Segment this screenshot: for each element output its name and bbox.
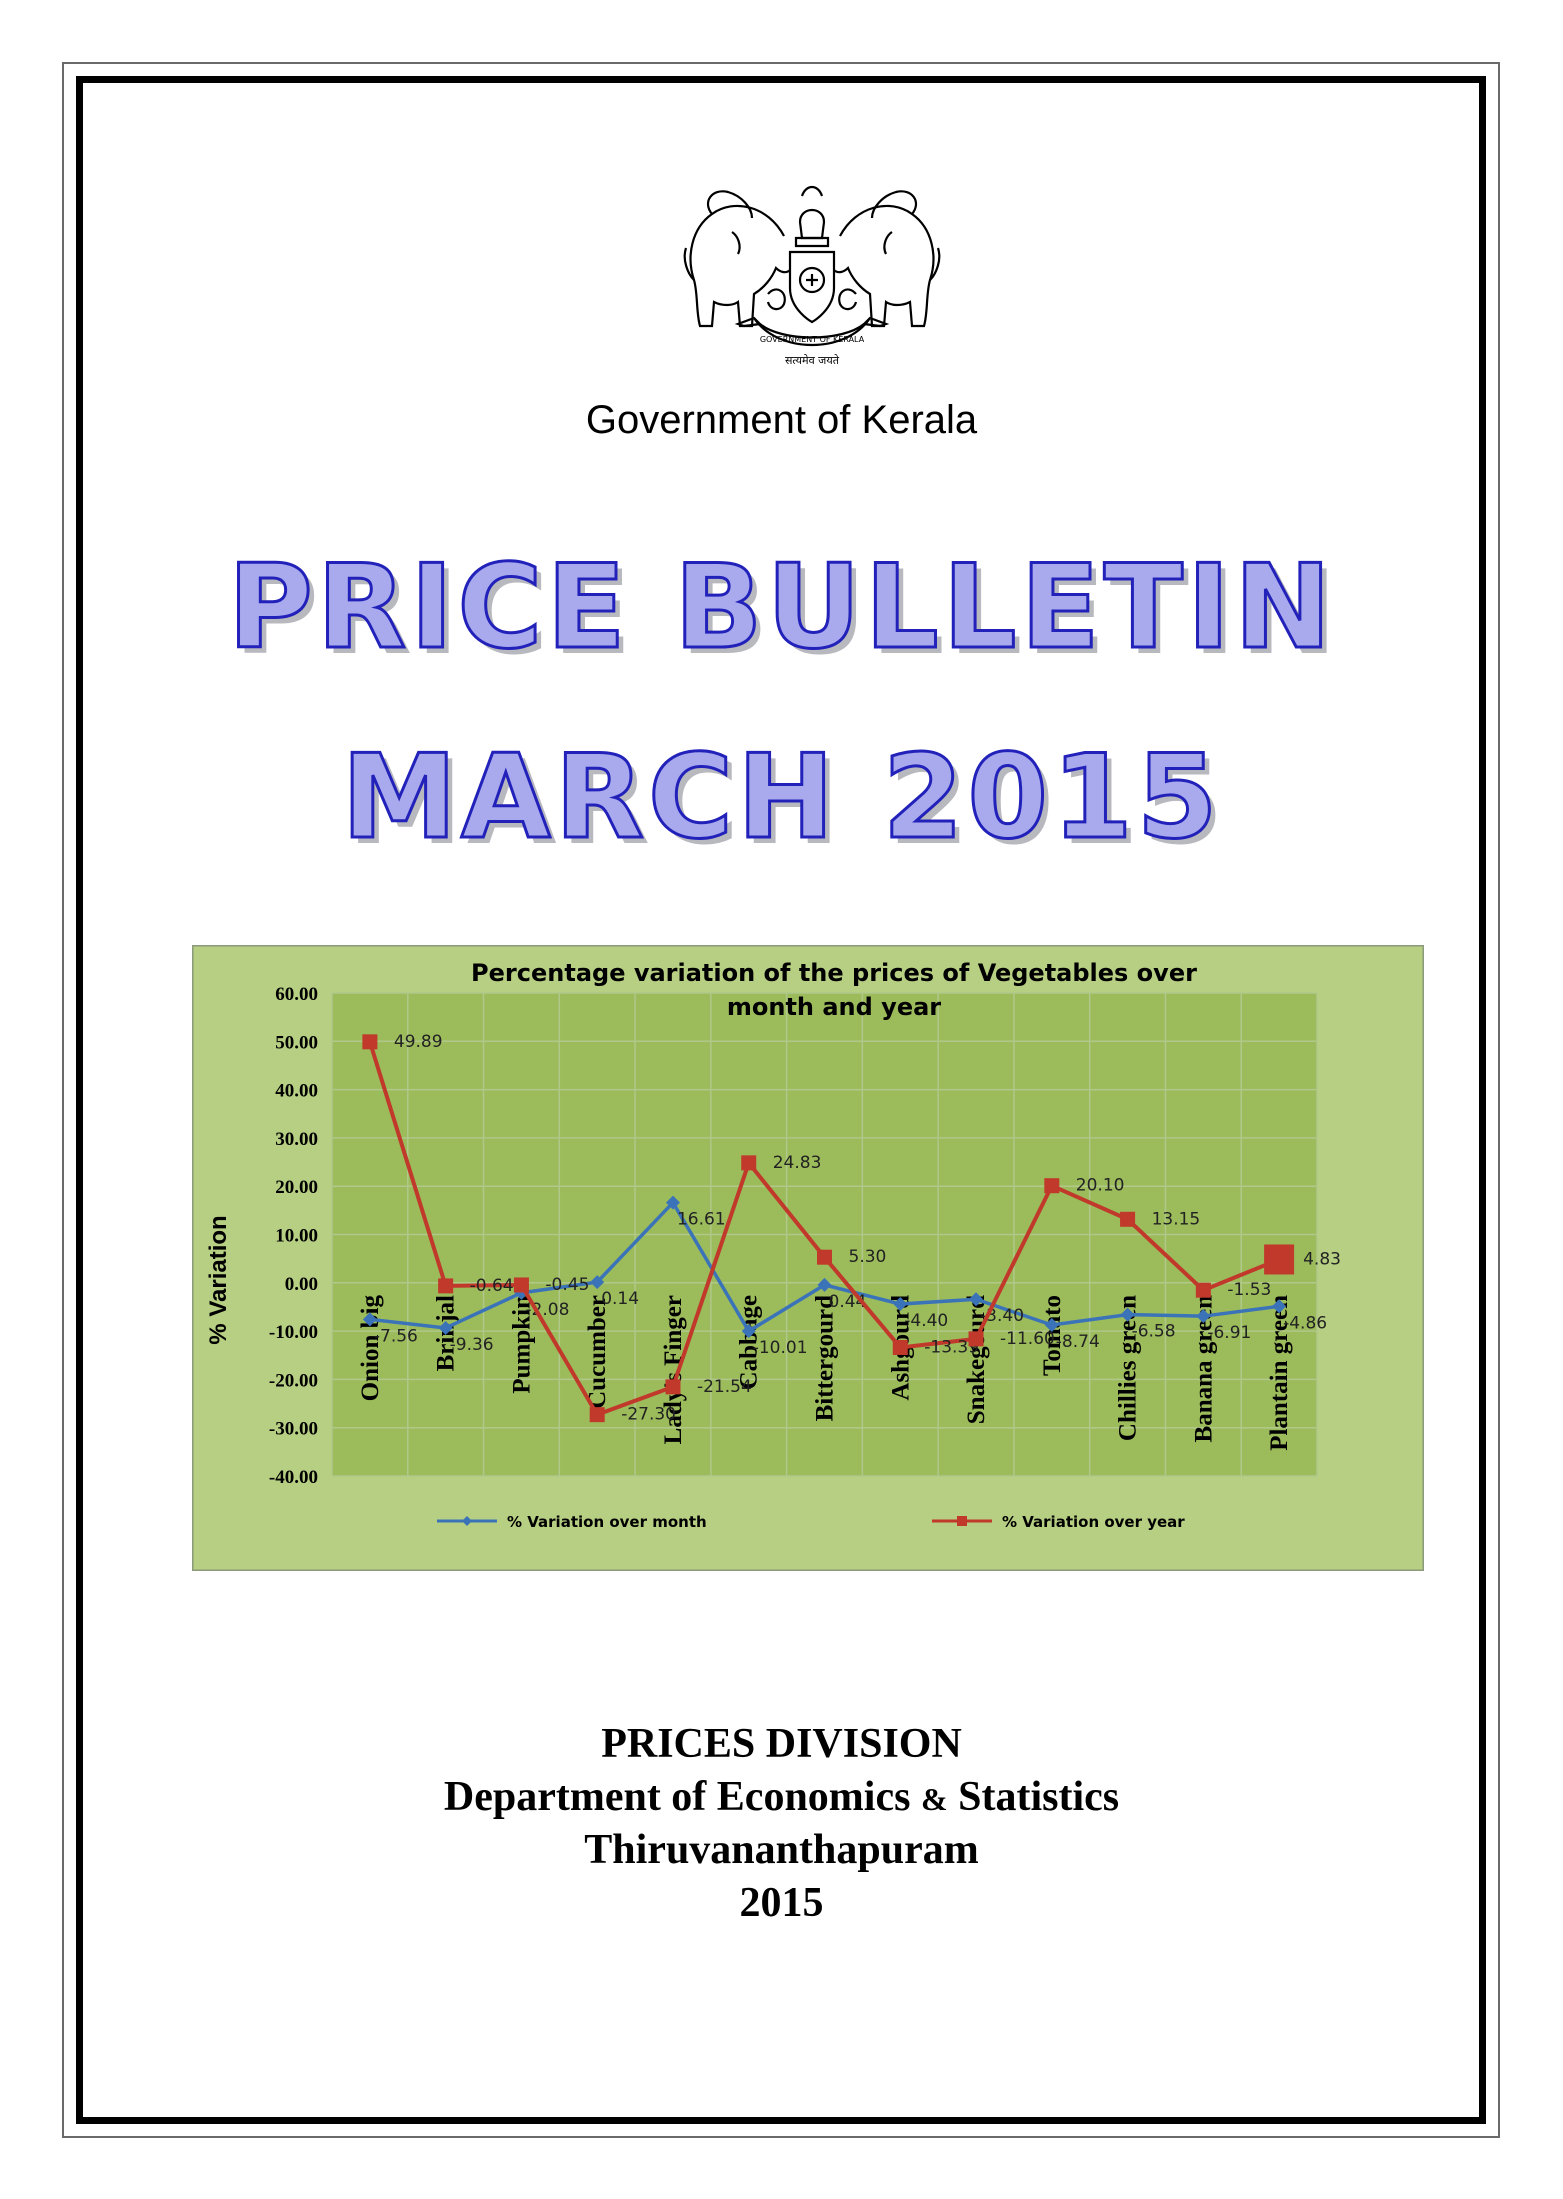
data-label: -4.86: [1283, 1313, 1327, 1333]
data-label: -10.01: [753, 1338, 808, 1358]
chart-title-line-1: Percentage variation of the prices of Ve…: [471, 959, 1197, 987]
year-point: [665, 1379, 681, 1395]
data-label: -0.45: [545, 1275, 589, 1295]
x-tick-label: Plantain green: [1266, 1295, 1293, 1451]
y-tick-label: -30.00: [269, 1419, 318, 1440]
y-tick-label: 50.00: [275, 1032, 318, 1053]
department-ampersand: &: [920, 1781, 948, 1817]
chart-title-line-2: month and year: [727, 993, 941, 1021]
year-point: [1264, 1244, 1295, 1275]
emblem-motto: सत्यमेव जयते: [785, 354, 840, 367]
x-tick-label: Onion big: [357, 1295, 384, 1402]
y-tick-label: 10.00: [275, 1226, 318, 1247]
department-label: Department of Economics & Statistics: [0, 1773, 1563, 1821]
data-label: -0.64: [470, 1276, 514, 1296]
y-tick-label: 40.00: [275, 1081, 318, 1102]
y-tick-label: -20.00: [269, 1370, 318, 1391]
data-label: 0.14: [601, 1289, 639, 1309]
y-tick-label: -10.00: [269, 1322, 318, 1343]
x-tick-label: Cabbage: [736, 1295, 763, 1389]
year-point: [741, 1155, 757, 1171]
data-label: -27.30: [621, 1405, 676, 1425]
inner-page-border: [76, 76, 1486, 2124]
government-title: Government of Kerala: [585, 398, 978, 442]
data-label: 24.83: [773, 1153, 822, 1173]
year-point: [968, 1331, 984, 1347]
data-label: 13.15: [1152, 1209, 1201, 1229]
year-point: [1120, 1211, 1136, 1227]
year-point: [362, 1034, 378, 1050]
y-tick-label: 60.00: [275, 984, 318, 1005]
data-label: -8.74: [1056, 1332, 1100, 1352]
y-tick-label: -40.00: [269, 1467, 318, 1488]
year-point: [817, 1249, 832, 1265]
month-point: [1272, 1299, 1287, 1314]
data-label: -1.53: [1227, 1280, 1271, 1300]
outer-page-border: [62, 62, 1500, 2138]
month-point: [665, 1195, 680, 1210]
year-point: [589, 1407, 605, 1423]
data-label: -21.54: [697, 1377, 752, 1397]
year-point: [892, 1339, 908, 1355]
x-tick-label: Cucumber: [584, 1295, 611, 1409]
data-label: 49.89: [394, 1032, 443, 1052]
month-point: [969, 1292, 984, 1307]
vegetable-price-variation-chart: 60.00 50.00 40.00 30.00 20.00 10.00 0.00 -10.00…: [192, 945, 1424, 1571]
prices-division-label: PRICES DIVISION: [601, 1721, 962, 1767]
data-label: -9.36: [450, 1335, 494, 1355]
data-label: -7.56: [374, 1326, 418, 1346]
month-point: [438, 1321, 453, 1336]
x-tick-label: Bittergourd: [812, 1295, 839, 1421]
y-tick-label: 30.00: [275, 1129, 318, 1150]
month-point: [893, 1297, 908, 1312]
data-label: 20.10: [1076, 1176, 1125, 1196]
emblem-ring-text: GOVERNMENT OF KERALA: [760, 335, 865, 344]
year-point: [1044, 1178, 1060, 1194]
data-label: 16.61: [677, 1210, 726, 1230]
legend-marker: [957, 1516, 967, 1526]
data-label: 5.30: [849, 1247, 887, 1267]
data-label: -2.08: [525, 1300, 569, 1320]
y-axis-label: % Variation: [205, 1215, 232, 1344]
year-label: 2015: [739, 1880, 824, 1926]
year-point: [438, 1278, 454, 1294]
y-tick-label: 20.00: [275, 1177, 318, 1198]
x-tick-label: Lady's Finger: [660, 1295, 687, 1444]
data-label: -6.91: [1207, 1323, 1251, 1343]
legend-marker: [462, 1516, 472, 1526]
y-tick-label: 0.00: [285, 1274, 318, 1295]
kerala-emblem-icon: GOVERNMENT OF KERALA सत्यमेव जयते: [683, 185, 941, 367]
month-point: [1044, 1318, 1059, 1333]
legend-label: % Variation over year: [1002, 1513, 1185, 1531]
data-label: -11.60: [1000, 1329, 1055, 1349]
data-label: 4.83: [1303, 1249, 1341, 1269]
data-label: -13.39: [924, 1337, 979, 1357]
city-label: Thiruvananthapuram: [584, 1827, 979, 1873]
department-name-part-2: Statistics: [947, 1774, 1120, 1820]
legend-label: % Variation over month: [507, 1513, 707, 1531]
data-label: -6.58: [1132, 1322, 1176, 1342]
month-point: [741, 1324, 756, 1339]
bulletin-title: PRICE BULLETIN: [226, 539, 1336, 677]
year-point: [513, 1277, 529, 1293]
month-point: [1196, 1309, 1211, 1324]
x-tick-label: Pumpkin: [508, 1295, 535, 1394]
department-name-part-1: Department of Economics: [443, 1774, 921, 1820]
month-point: [1120, 1307, 1135, 1322]
x-tick-label: Tomato: [1039, 1295, 1066, 1376]
month-point: [817, 1277, 832, 1292]
month-point: [590, 1275, 605, 1290]
month-point: [362, 1312, 377, 1327]
bulletin-month-title: MARCH 2015: [340, 729, 1222, 867]
year-point: [1195, 1282, 1211, 1298]
data-label: -4.40: [904, 1311, 948, 1331]
